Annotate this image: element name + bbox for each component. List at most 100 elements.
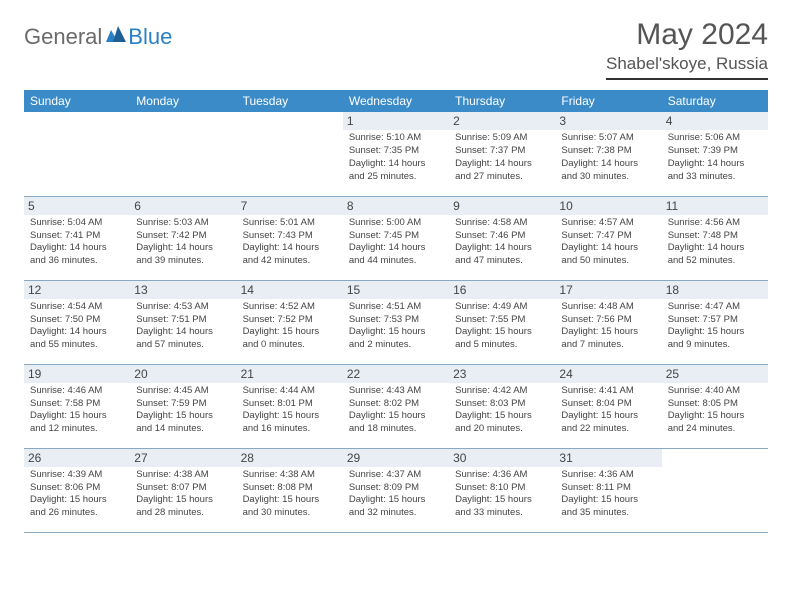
sunrise-text: Sunrise: 4:38 AM — [136, 469, 230, 482]
sunrise-text: Sunrise: 4:51 AM — [349, 301, 443, 314]
logo-mark-icon — [106, 26, 126, 42]
sunset-text: Sunset: 7:42 PM — [136, 230, 230, 243]
sunset-text: Sunset: 8:09 PM — [349, 482, 443, 495]
sunset-text: Sunset: 8:08 PM — [243, 482, 337, 495]
sunrise-text: Sunrise: 5:07 AM — [561, 132, 655, 145]
daylight-text: Daylight: 15 hours and 0 minutes. — [243, 326, 337, 352]
sunset-text: Sunset: 7:56 PM — [561, 314, 655, 327]
sunset-text: Sunset: 7:55 PM — [455, 314, 549, 327]
calendar-week-row: 12Sunrise: 4:54 AMSunset: 7:50 PMDayligh… — [24, 280, 768, 364]
sunset-text: Sunset: 8:01 PM — [243, 398, 337, 411]
daylight-text: Daylight: 14 hours and 44 minutes. — [349, 242, 443, 268]
day-number: 2 — [449, 112, 555, 130]
daylight-text: Daylight: 15 hours and 35 minutes. — [561, 494, 655, 520]
daylight-text: Daylight: 14 hours and 39 minutes. — [136, 242, 230, 268]
sunrise-text: Sunrise: 5:10 AM — [349, 132, 443, 145]
sunrise-text: Sunrise: 4:58 AM — [455, 217, 549, 230]
day-number: 13 — [130, 281, 236, 299]
calendar-week-row: 5Sunrise: 5:04 AMSunset: 7:41 PMDaylight… — [24, 196, 768, 280]
day-number: 28 — [237, 449, 343, 467]
day-number: 9 — [449, 197, 555, 215]
daylight-text: Daylight: 14 hours and 25 minutes. — [349, 158, 443, 184]
day-number: 23 — [449, 365, 555, 383]
day-number: 19 — [24, 365, 130, 383]
header: General Blue May 2024 Shabel'skoye, Russ… — [24, 18, 768, 80]
sunrise-text: Sunrise: 4:42 AM — [455, 385, 549, 398]
calendar-day-cell: 19 Sunrise: 4:46 AMSunset: 7:58 PMDayligh… — [24, 364, 130, 448]
day-number: 29 — [343, 449, 449, 467]
sunrise-text: Sunrise: 5:03 AM — [136, 217, 230, 230]
calendar-day-cell: 4Sunrise: 5:06 AMSunset: 7:39 PMDaylight… — [662, 112, 768, 196]
daylight-text: Daylight: 15 hours and 33 minutes. — [455, 494, 549, 520]
sunset-text: Sunset: 7:50 PM — [30, 314, 124, 327]
sunset-text: Sunset: 8:11 PM — [561, 482, 655, 495]
day-number: 7 — [237, 197, 343, 215]
sunrise-text: Sunrise: 5:09 AM — [455, 132, 549, 145]
day-header: Monday — [130, 90, 236, 112]
sunset-text: Sunset: 7:57 PM — [668, 314, 762, 327]
day-number: 17 — [555, 281, 661, 299]
sunset-text: Sunset: 8:02 PM — [349, 398, 443, 411]
calendar-day-cell: 16Sunrise: 4:49 AMSunset: 7:55 PMDayligh… — [449, 280, 555, 364]
day-number: 21 — [237, 365, 343, 383]
day-number: 31 — [555, 449, 661, 467]
daylight-text: Daylight: 14 hours and 50 minutes. — [561, 242, 655, 268]
daylight-text: Daylight: 14 hours and 42 minutes. — [243, 242, 337, 268]
day-header: Tuesday — [237, 90, 343, 112]
daylight-text: Daylight: 15 hours and 12 minutes. — [30, 410, 124, 436]
sunset-text: Sunset: 8:04 PM — [561, 398, 655, 411]
daylight-text: Daylight: 15 hours and 14 minutes. — [136, 410, 230, 436]
day-number: 1 — [343, 112, 449, 130]
calendar-day-cell: 31 Sunrise: 4:36 AMSunset: 8:11 PMDayligh… — [555, 448, 661, 532]
day-number: 6 — [130, 197, 236, 215]
sunrise-text: Sunrise: 4:36 AM — [455, 469, 549, 482]
day-number: 8 — [343, 197, 449, 215]
calendar-page: General Blue May 2024 Shabel'skoye, Russ… — [0, 0, 792, 551]
sunrise-text: Sunrise: 5:04 AM — [30, 217, 124, 230]
sunset-text: Sunset: 8:10 PM — [455, 482, 549, 495]
calendar-day-cell: 7Sunrise: 5:01 AMSunset: 7:43 PMDaylight… — [237, 196, 343, 280]
sunset-text: Sunset: 7:38 PM — [561, 145, 655, 158]
calendar-day-cell: 15Sunrise: 4:51 AMSunset: 7:53 PMDayligh… — [343, 280, 449, 364]
daylight-text: Daylight: 14 hours and 55 minutes. — [30, 326, 124, 352]
sunrise-text: Sunrise: 5:06 AM — [668, 132, 762, 145]
sunset-text: Sunset: 7:53 PM — [349, 314, 443, 327]
day-number: 12 — [24, 281, 130, 299]
day-number: 14 — [237, 281, 343, 299]
sunrise-text: Sunrise: 5:01 AM — [243, 217, 337, 230]
sunset-text: Sunset: 7:47 PM — [561, 230, 655, 243]
sunrise-text: Sunrise: 4:37 AM — [349, 469, 443, 482]
day-number: 30 — [449, 449, 555, 467]
calendar-day-cell: 21Sunrise: 4:44 AMSunset: 8:01 PMDayligh… — [237, 364, 343, 448]
location-label: Shabel'skoye, Russia — [606, 54, 768, 80]
sunrise-text: Sunrise: 4:49 AM — [455, 301, 549, 314]
calendar-day-cell: 10Sunrise: 4:57 AMSunset: 7:47 PMDayligh… — [555, 196, 661, 280]
daylight-text: Daylight: 15 hours and 9 minutes. — [668, 326, 762, 352]
calendar-day-cell: 3Sunrise: 5:07 AMSunset: 7:38 PMDaylight… — [555, 112, 661, 196]
sunset-text: Sunset: 7:58 PM — [30, 398, 124, 411]
calendar-week-row: 1Sunrise: 5:10 AMSunset: 7:35 PMDaylight… — [24, 112, 768, 196]
calendar-day-cell: 5Sunrise: 5:04 AMSunset: 7:41 PMDaylight… — [24, 196, 130, 280]
sunrise-text: Sunrise: 4:45 AM — [136, 385, 230, 398]
day-number: 27 — [130, 449, 236, 467]
sunset-text: Sunset: 8:05 PM — [668, 398, 762, 411]
day-number: 16 — [449, 281, 555, 299]
day-number: 22 — [343, 365, 449, 383]
calendar-empty-cell — [24, 112, 130, 196]
daylight-text: Daylight: 14 hours and 27 minutes. — [455, 158, 549, 184]
daylight-text: Daylight: 15 hours and 30 minutes. — [243, 494, 337, 520]
title-block: May 2024 Shabel'skoye, Russia — [606, 18, 768, 80]
sunrise-text: Sunrise: 4:53 AM — [136, 301, 230, 314]
sunrise-text: Sunrise: 4:48 AM — [561, 301, 655, 314]
sunrise-text: Sunrise: 4:39 AM — [30, 469, 124, 482]
calendar-week-row: 26Sunrise: 4:39 AMSunset: 8:06 PMDayligh… — [24, 448, 768, 532]
daylight-text: Daylight: 14 hours and 52 minutes. — [668, 242, 762, 268]
sunrise-text: Sunrise: 4:46 AM — [30, 385, 124, 398]
sunset-text: Sunset: 7:35 PM — [349, 145, 443, 158]
sunset-text: Sunset: 7:48 PM — [668, 230, 762, 243]
sunset-text: Sunset: 7:45 PM — [349, 230, 443, 243]
day-number: 24 — [555, 365, 661, 383]
sunrise-text: Sunrise: 4:36 AM — [561, 469, 655, 482]
calendar-body: 1Sunrise: 5:10 AMSunset: 7:35 PMDaylight… — [24, 112, 768, 532]
calendar-day-cell: 24Sunrise: 4:41 AMSunset: 8:04 PMDayligh… — [555, 364, 661, 448]
